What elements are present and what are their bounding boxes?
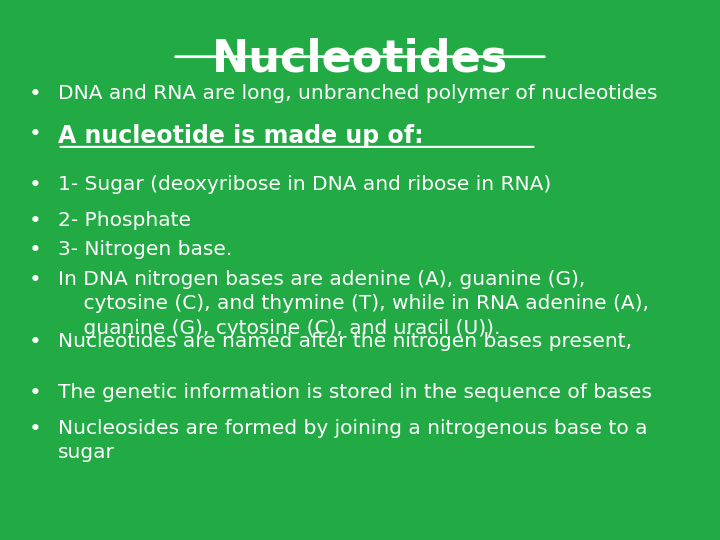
Text: •: • xyxy=(29,332,42,352)
Text: •: • xyxy=(29,124,42,144)
Text: Nucleotides are named after the nitrogen bases present,: Nucleotides are named after the nitrogen… xyxy=(58,332,631,351)
Text: •: • xyxy=(29,211,42,231)
Text: In DNA nitrogen bases are adenine (A), guanine (G),
    cytosine (C), and thymin: In DNA nitrogen bases are adenine (A), g… xyxy=(58,270,649,338)
Text: Nucleotides: Nucleotides xyxy=(212,38,508,81)
Text: •: • xyxy=(29,383,42,403)
Text: 2- Phosphate: 2- Phosphate xyxy=(58,211,191,229)
Text: •: • xyxy=(29,270,42,290)
Text: •: • xyxy=(29,176,42,195)
Text: A nucleotide is made up of:: A nucleotide is made up of: xyxy=(58,124,423,148)
Text: •: • xyxy=(29,84,42,104)
Text: •: • xyxy=(29,418,42,438)
Text: The genetic information is stored in the sequence of bases: The genetic information is stored in the… xyxy=(58,383,652,402)
Text: •: • xyxy=(29,240,42,260)
Text: DNA and RNA are long, unbranched polymer of nucleotides: DNA and RNA are long, unbranched polymer… xyxy=(58,84,657,103)
Text: 1- Sugar (deoxyribose in DNA and ribose in RNA): 1- Sugar (deoxyribose in DNA and ribose … xyxy=(58,176,551,194)
Text: Nucleosides are formed by joining a nitrogenous base to a
sugar: Nucleosides are formed by joining a nitr… xyxy=(58,418,647,462)
Text: 3- Nitrogen base.: 3- Nitrogen base. xyxy=(58,240,232,259)
